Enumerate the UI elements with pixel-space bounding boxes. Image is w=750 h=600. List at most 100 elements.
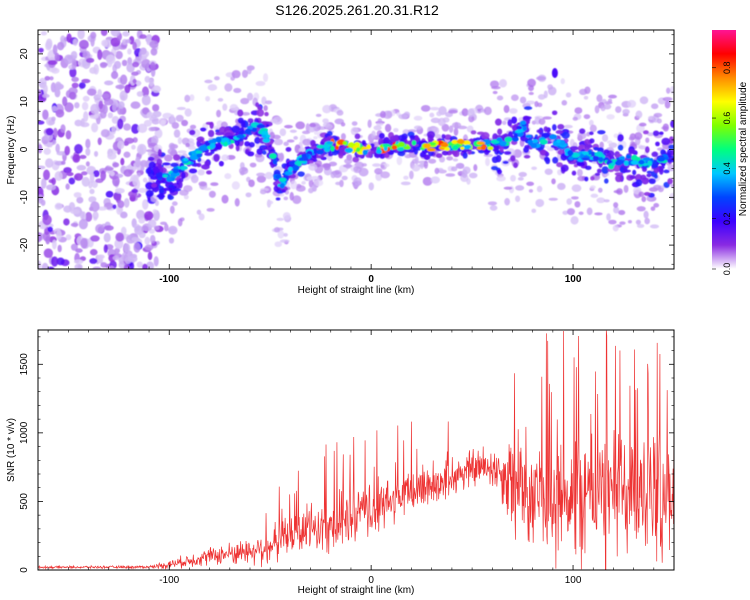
heatmap-blob [112,162,120,168]
heatmap-blob [107,152,117,160]
heatmap-blob [552,124,557,131]
heatmap-blob [115,50,123,60]
heatmap-blob [120,211,128,219]
heatmap-x-ticks: -100 0 100 [47,30,675,285]
heatmap-blob [666,87,671,94]
x-tick-label: -100 [159,575,179,586]
heatmap-blob [131,123,140,134]
heatmap-blob [64,54,74,65]
heatmap-blob [142,199,149,210]
heatmap-blob [78,82,86,89]
heatmap-blob [606,213,611,221]
heatmap-blob [487,146,494,151]
heatmap-blob [269,153,277,160]
heatmap-blob [634,132,643,140]
heatmap-blob [74,143,83,154]
heatmap-blob [147,156,155,162]
heatmap-blob [608,219,617,225]
heatmap-blob [279,128,287,137]
heatmap-blob [177,150,187,154]
heatmap-blob [556,139,561,144]
heatmap-blob [54,202,63,210]
heatmap-blob [183,185,193,192]
heatmap-blob [539,139,548,145]
heatmap-blob [114,247,120,254]
heatmap-blob [275,174,282,179]
heatmap-blob [594,172,601,176]
heatmap-blob [206,142,211,146]
heatmap-blob [316,149,324,155]
heatmap-blob [555,130,564,135]
heatmap-blob [568,156,574,161]
heatmap-blob [153,225,160,231]
heatmap-blob [240,120,246,128]
heatmap-blob [590,193,599,198]
heatmap-blob [125,234,136,244]
heatmap-blob [124,137,135,144]
heatmap-blob [127,255,138,263]
heatmap-blob [78,218,88,230]
heatmap-blob [95,178,104,184]
heatmap-blob [115,84,125,90]
heatmap-blob [168,142,176,150]
heatmap-blob [414,156,419,165]
heatmap-blob [166,176,173,182]
heatmap-blob [574,107,583,114]
heatmap-blob [157,192,165,200]
heatmap-blob [259,189,267,195]
heatmap-blob [452,144,459,151]
heatmap-blob [120,226,127,236]
heatmap-blob [153,256,159,267]
heatmap-blob [483,106,492,116]
heatmap-blob [210,182,219,186]
heatmap-blob [588,131,594,136]
heatmap-blob [141,58,151,69]
heatmap-blob [79,154,87,159]
heatmap-blob [560,153,568,161]
heatmap-blob [103,244,108,253]
y-tick-label: 1000 [19,421,30,444]
heatmap-blob [528,189,534,193]
heatmap-blob [262,138,271,143]
heatmap-blob [244,141,250,147]
heatmap-blob [278,177,287,182]
heatmap-blob [64,145,70,156]
heatmap-blob [136,209,145,220]
heatmap-blob [429,112,435,118]
heatmap-blob [641,196,647,203]
heatmap-blob [74,263,83,269]
colorbar-tick-label: 0.0 [722,263,732,276]
heatmap-blob [196,209,202,215]
heatmap-blob [426,130,436,139]
heatmap-blob [177,218,183,227]
heatmap-blob [316,144,325,149]
heatmap-blob [411,164,421,172]
heatmap-blob [80,237,88,249]
heatmap-blob [563,124,573,129]
heatmap-blob [208,139,216,144]
heatmap-blob [146,166,152,175]
heatmap-blob [298,157,304,161]
heatmap-blob [603,199,610,203]
heatmap-blob [281,189,287,193]
heatmap-blob [224,83,233,92]
heatmap-blob [557,124,565,130]
heatmap-blob [531,139,539,144]
heatmap-blob [145,189,154,198]
heatmap-blob [255,102,260,108]
heatmap-blob [562,210,569,215]
heatmap-blob [302,138,312,146]
heatmap-blob [313,136,318,140]
heatmap-blob [542,116,552,120]
y-tick-label: 500 [19,493,30,510]
heatmap-blob [177,137,183,145]
heatmap-blob [635,179,643,187]
heatmap-blob [594,105,600,114]
heatmap-blob [380,164,385,169]
heatmap-blob [272,158,278,165]
heatmap-blob [236,134,245,139]
heatmap-blob [286,139,295,143]
snr-frame [37,329,675,571]
heatmap-blob [152,104,160,112]
heatmap-blob [336,109,344,116]
